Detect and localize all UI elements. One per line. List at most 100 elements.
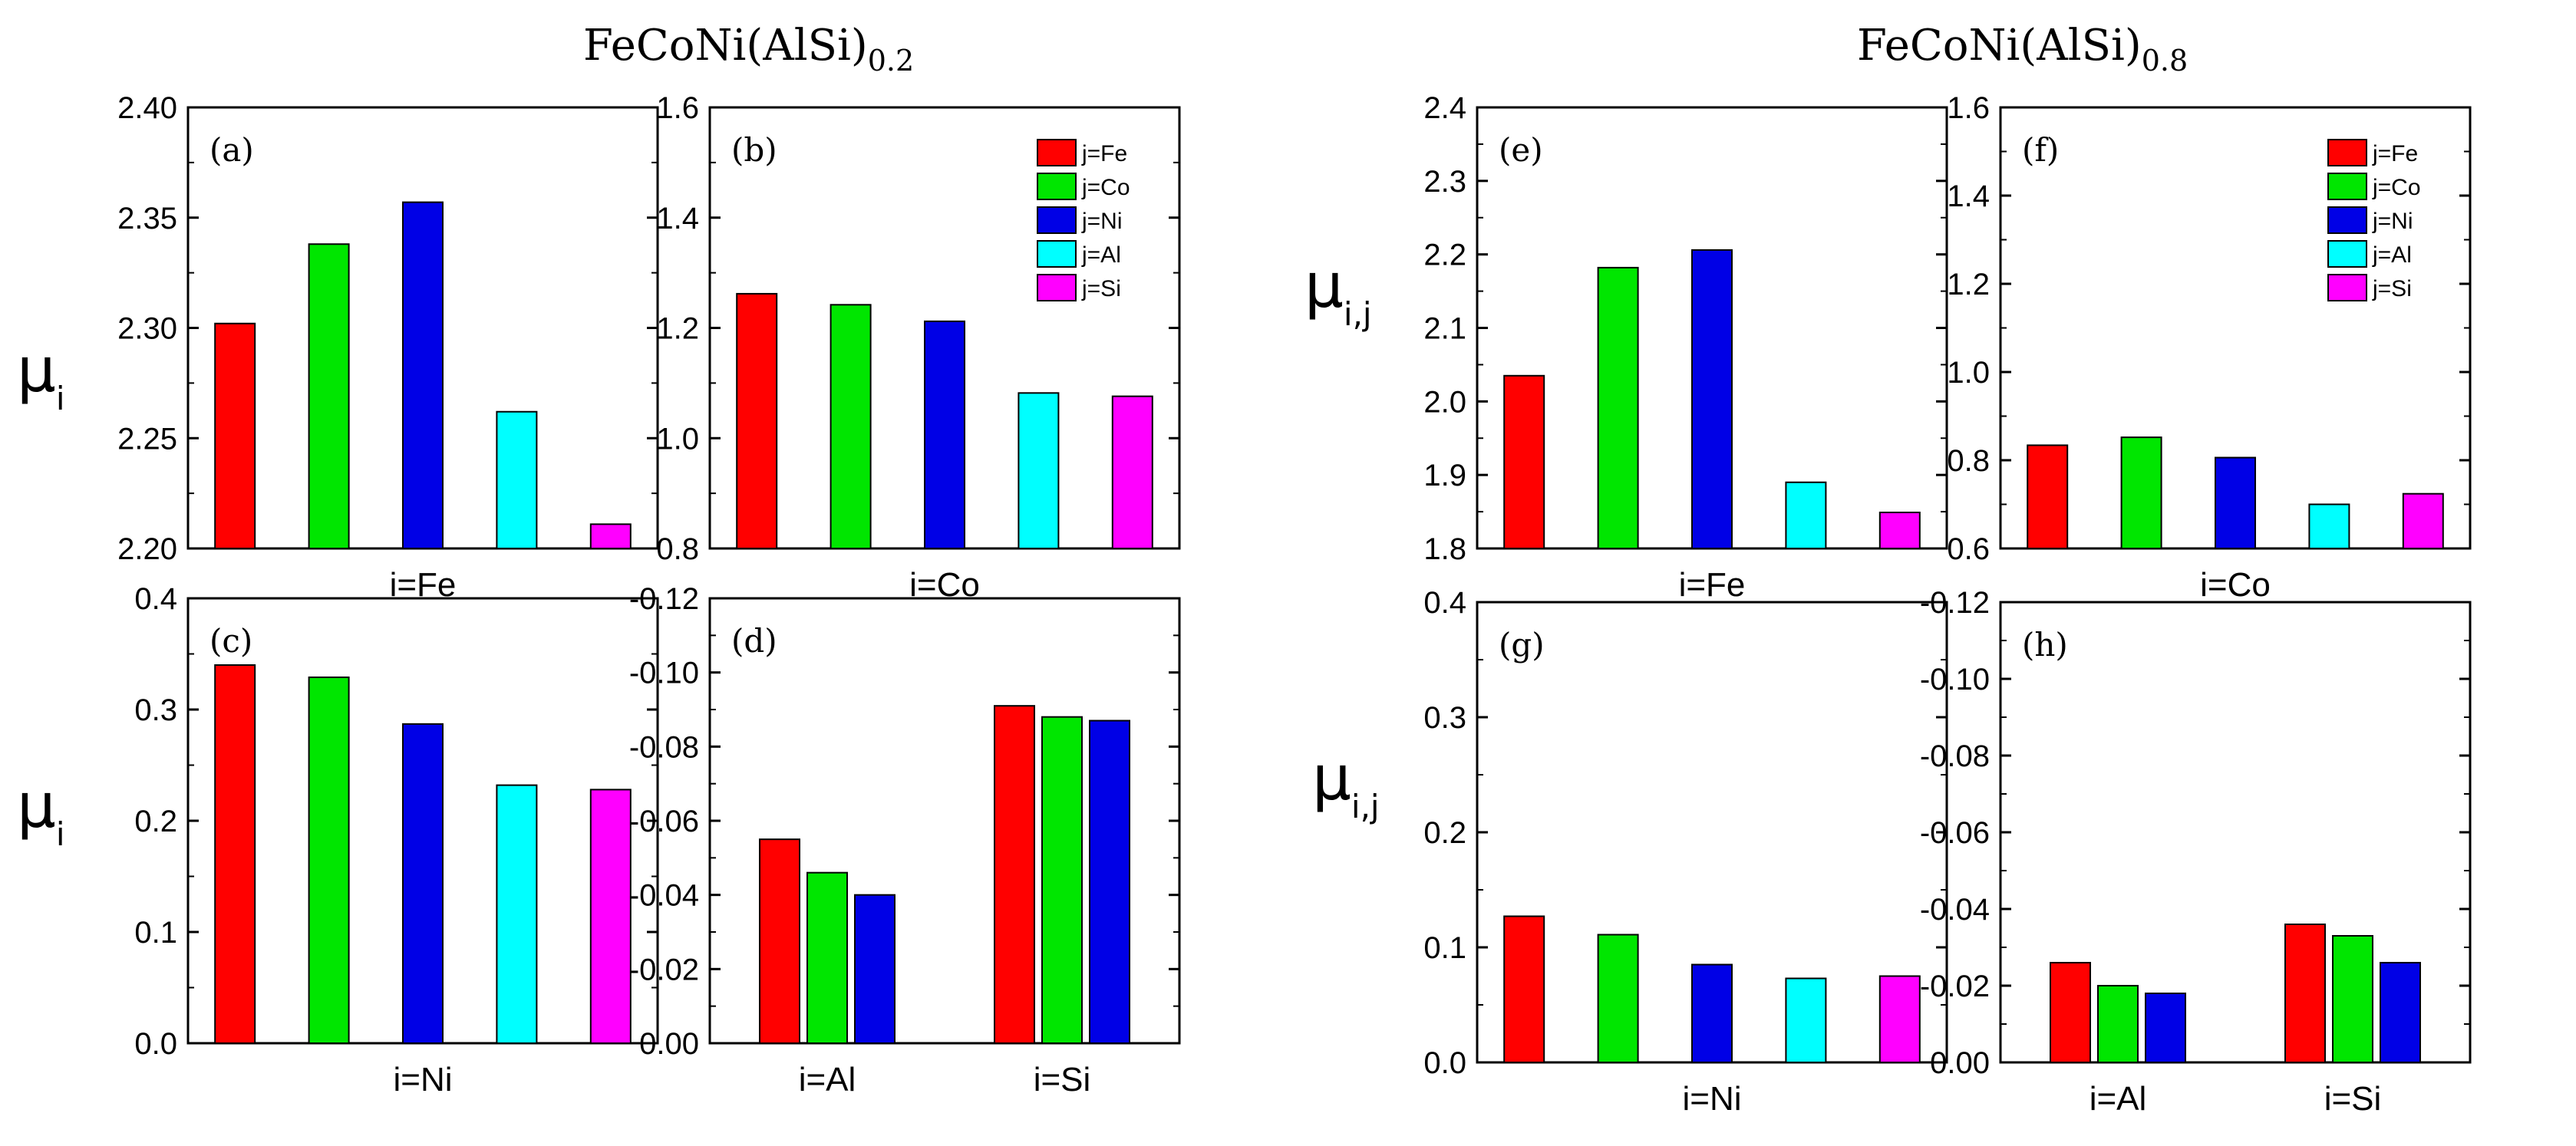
legend-label-j-Ni: j=Ni <box>2372 209 2413 234</box>
y-tick-label-c: 0.1 <box>134 916 177 950</box>
bar-f-j-Ni <box>2215 456 2256 549</box>
panel-label-c: (c) <box>209 622 252 660</box>
bar-b-j-Co <box>830 304 872 549</box>
y-tick-label-h: -0.06 <box>1920 816 1990 850</box>
bar-g-j-Ni <box>1691 963 1733 1063</box>
y-axis-label-c: μi <box>17 770 65 853</box>
legend-label-j-Si: j=Si <box>2372 276 2412 301</box>
y-tick-label-f: 1.6 <box>1947 91 1990 125</box>
bar-c-j-Si <box>589 789 632 1045</box>
y-tick-label-b: 1.4 <box>656 202 699 235</box>
y-tick-label-h: -0.12 <box>1920 586 1990 620</box>
y-tick-label-c: 0.0 <box>134 1027 177 1061</box>
panel-label-h: (h) <box>2022 626 2068 664</box>
y-tick-label-b: 1.2 <box>656 312 699 346</box>
panel-label-d: (d) <box>731 622 777 660</box>
y-tick-label-e: 2.1 <box>1423 312 1466 346</box>
y-tick-label-b: 0.8 <box>656 532 699 566</box>
panel-label-e: (e) <box>1499 131 1543 169</box>
legend-swatch-j-Al <box>1037 240 1077 268</box>
y-tick-label-a: 2.40 <box>117 91 177 125</box>
y-axis-label-a: μi <box>17 334 65 417</box>
y-tick-label-d: -0.06 <box>629 805 699 838</box>
bar-h-i-Si-j-Co <box>2332 935 2373 1063</box>
legend-label-j-Ni: j=Ni <box>1081 209 1123 234</box>
right-figure-title: FeCoNi(AlSi)0.8 <box>1857 21 2188 77</box>
x-axis-label-d: i=Al <box>799 1061 856 1098</box>
legend-label-j-Al: j=Al <box>1081 242 1121 268</box>
y-tick-label-h: 0.00 <box>1930 1046 1990 1080</box>
bar-a-j-Si <box>589 523 632 549</box>
x-axis-label-e: i=Fe <box>1679 566 1746 604</box>
x-axis-label-d: i=Si <box>1034 1061 1091 1098</box>
y-tick-label-c: 0.4 <box>134 582 177 616</box>
y-tick-label-c: 0.3 <box>134 693 177 727</box>
y-tick-label-a: 2.20 <box>117 532 177 566</box>
y-tick-label-h: -0.04 <box>1920 893 1990 927</box>
x-axis-label-h: i=Al <box>2089 1080 2147 1118</box>
x-axis-label-f: i=Co <box>2200 566 2271 604</box>
bar-d-i-Al-j-Co <box>806 871 848 1044</box>
bar-e-j-Fe <box>1503 374 1545 549</box>
bar-c-j-Al <box>496 784 538 1044</box>
bar-g-j-Fe <box>1503 915 1545 1063</box>
bar-d-i-Si-j-Ni <box>1089 720 1130 1044</box>
y-tick-label-g: 0.4 <box>1423 586 1466 620</box>
bar-c-j-Fe <box>214 664 256 1044</box>
y-tick-label-d: -0.10 <box>629 657 699 690</box>
y-tick-label-d: -0.08 <box>629 730 699 764</box>
bar-e-j-Ni <box>1691 249 1733 549</box>
bar-h-i-Si-j-Fe <box>2284 924 2326 1063</box>
y-tick-label-g: 0.1 <box>1423 931 1466 965</box>
y-tick-label-e: 2.2 <box>1423 239 1466 272</box>
bar-c-j-Ni <box>402 723 444 1044</box>
bar-a-j-Al <box>496 410 538 549</box>
y-tick-label-h: -0.02 <box>1920 970 1990 1003</box>
bar-g-j-Al <box>1785 977 1827 1063</box>
y-tick-label-h: -0.08 <box>1920 739 1990 773</box>
bar-a-j-Fe <box>214 322 256 549</box>
y-tick-label-g: 0.3 <box>1423 701 1466 735</box>
legend-label-j-Co: j=Co <box>2372 175 2421 200</box>
bar-f-j-Al <box>2308 503 2350 549</box>
bar-h-i-Al-j-Co <box>2097 985 2139 1063</box>
y-tick-label-d: 0.00 <box>639 1027 699 1061</box>
bar-g-j-Co <box>1597 934 1639 1063</box>
bar-a-j-Co <box>308 243 350 549</box>
bar-d-i-Si-j-Co <box>1041 716 1083 1045</box>
legend-swatch-j-Ni <box>2327 206 2367 234</box>
bar-e-j-Al <box>1785 481 1827 549</box>
y-tick-label-a: 2.30 <box>117 312 177 346</box>
y-tick-label-f: 1.4 <box>1947 179 1990 213</box>
y-tick-label-d: -0.02 <box>629 953 699 986</box>
bar-h-i-Al-j-Ni <box>2145 993 2186 1063</box>
x-axis-label-h: i=Si <box>2324 1080 2382 1118</box>
x-axis-label-g: i=Ni <box>1682 1080 1741 1118</box>
y-tick-label-a: 2.35 <box>117 202 177 235</box>
legend-swatch-j-Co <box>2327 173 2367 200</box>
bar-h-i-Si-j-Ni <box>2380 962 2421 1063</box>
y-tick-label-e: 1.9 <box>1423 459 1466 492</box>
y-tick-label-d: -0.04 <box>629 879 699 913</box>
x-axis-label-c: i=Ni <box>393 1061 452 1098</box>
y-tick-label-e: 2.4 <box>1423 91 1466 125</box>
y-axis-label-g: μi,j <box>1312 743 1380 825</box>
panel-label-a: (a) <box>209 131 254 169</box>
bar-d-i-Si-j-Fe <box>994 705 1035 1045</box>
bar-h-i-Al-j-Fe <box>2050 962 2091 1063</box>
y-tick-label-b: 1.6 <box>656 91 699 125</box>
bar-b-j-Ni <box>924 320 965 549</box>
y-tick-label-g: 0.0 <box>1423 1046 1466 1080</box>
legend-swatch-j-Al <box>2327 240 2367 268</box>
bar-b-j-Si <box>1111 395 1153 549</box>
bar-g-j-Si <box>1878 975 1921 1063</box>
y-tick-label-d: -0.12 <box>629 582 699 616</box>
panel-label-g: (g) <box>1499 626 1545 664</box>
y-tick-label-c: 0.2 <box>134 805 177 838</box>
bar-d-i-Al-j-Ni <box>854 894 895 1044</box>
bar-e-j-Si <box>1878 512 1921 550</box>
legend-label-j-Fe: j=Fe <box>1081 141 1127 166</box>
bar-c-j-Co <box>308 676 350 1044</box>
legend-swatch-j-Si <box>2327 274 2367 301</box>
